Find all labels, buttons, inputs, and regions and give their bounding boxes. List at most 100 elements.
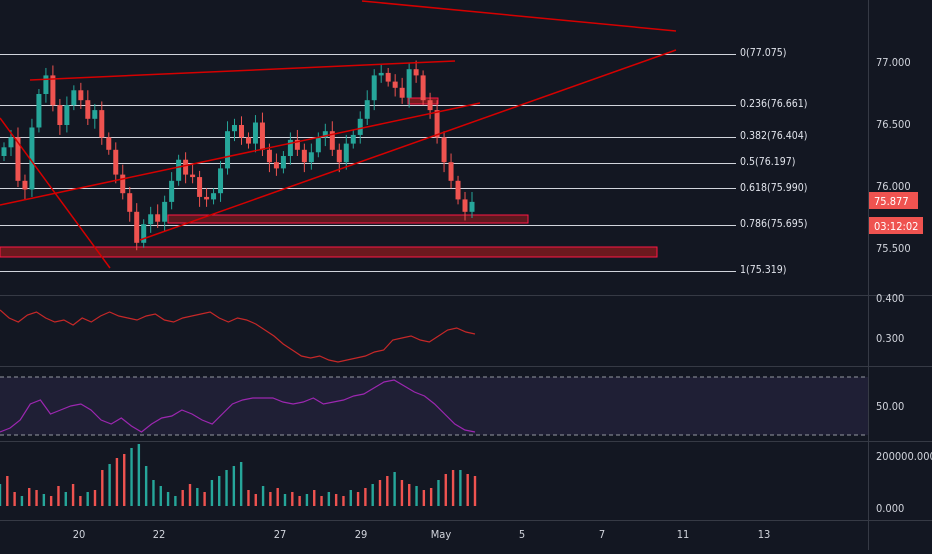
volume-bar[interactable] (123, 454, 126, 506)
volume-bar[interactable] (393, 472, 396, 506)
candle[interactable] (57, 98, 63, 135)
volume-bar[interactable] (386, 476, 389, 506)
volume-bar[interactable] (196, 488, 199, 506)
candle[interactable] (113, 142, 119, 184)
price-axis[interactable]: 77.000 76.500 76.000 75.500 75.877 03:12… (869, 56, 932, 515)
candle[interactable] (280, 151, 286, 174)
candle[interactable] (78, 82, 84, 109)
volume-bar[interactable] (334, 494, 338, 506)
candle[interactable] (238, 116, 244, 145)
candle[interactable] (8, 129, 14, 156)
volume-bar[interactable] (320, 496, 323, 506)
candle[interactable] (106, 132, 112, 155)
candle[interactable] (71, 85, 77, 111)
volume-bar[interactable] (276, 488, 279, 506)
candle[interactable] (43, 67, 49, 103)
candle[interactable] (252, 115, 258, 153)
candle[interactable] (169, 172, 175, 210)
candle[interactable] (50, 65, 56, 112)
candle[interactable] (469, 191, 475, 218)
volume-bar[interactable] (313, 490, 316, 506)
candle[interactable] (343, 134, 349, 170)
candle[interactable] (336, 143, 342, 173)
candle[interactable] (315, 132, 321, 158)
candle[interactable] (15, 127, 21, 187)
candle[interactable] (378, 64, 384, 83)
volume-bar[interactable] (371, 484, 374, 506)
candle[interactable] (92, 103, 98, 129)
candle[interactable] (99, 101, 105, 145)
volume-bar[interactable] (422, 490, 426, 506)
volume-bar[interactable] (115, 458, 119, 506)
volume-bar[interactable] (159, 486, 162, 506)
volume-bar[interactable] (152, 480, 155, 506)
support-zone[interactable] (167, 214, 529, 224)
candle[interactable] (294, 129, 300, 156)
time-axis[interactable]: 20 22 27 29 May 5 7 11 13 (73, 528, 771, 541)
volume-bar[interactable] (400, 480, 404, 506)
volume-bar[interactable] (247, 490, 250, 506)
volume-bar[interactable] (444, 474, 447, 506)
volume-bar[interactable] (342, 496, 345, 506)
trend-line[interactable] (0, 117, 111, 269)
volume-bar[interactable] (364, 488, 367, 506)
volume-bar[interactable] (35, 490, 38, 506)
volume-bar[interactable] (64, 492, 67, 506)
volume-bar[interactable] (429, 488, 433, 506)
candle[interactable] (155, 204, 161, 228)
support-zone[interactable] (0, 246, 658, 258)
candle[interactable] (413, 60, 419, 83)
candle[interactable] (225, 121, 231, 175)
candle[interactable] (357, 111, 363, 144)
candle[interactable] (36, 89, 42, 133)
volume-bar[interactable] (415, 486, 418, 506)
candle[interactable] (273, 153, 279, 176)
volume-bar[interactable] (269, 492, 272, 506)
candle[interactable] (448, 153, 454, 189)
volume-bar[interactable] (305, 494, 309, 506)
volume-bar[interactable] (466, 474, 469, 506)
candle[interactable] (127, 187, 133, 222)
volume-bar[interactable] (42, 494, 46, 506)
volume-bar[interactable] (261, 486, 265, 506)
candle[interactable] (211, 188, 217, 205)
volume-bar[interactable] (86, 492, 89, 506)
candle[interactable] (218, 160, 224, 202)
candle[interactable] (183, 152, 189, 184)
volume-bar[interactable] (93, 490, 97, 506)
volume-bar[interactable] (13, 492, 16, 506)
candle[interactable] (162, 195, 168, 232)
candle[interactable] (329, 121, 335, 156)
candle[interactable] (322, 123, 328, 147)
candle[interactable] (287, 132, 293, 165)
candle[interactable] (232, 118, 238, 142)
volume-bar[interactable] (101, 470, 104, 506)
volume-bar[interactable] (437, 480, 440, 506)
candle[interactable] (392, 74, 398, 97)
volume-bar[interactable] (188, 484, 192, 506)
candle[interactable] (141, 219, 147, 248)
volume-bar[interactable] (225, 470, 228, 506)
volume-bar[interactable] (349, 490, 352, 506)
candle[interactable] (462, 191, 468, 221)
candle[interactable] (85, 90, 91, 125)
volume-bar[interactable] (327, 492, 331, 506)
candle[interactable] (176, 154, 182, 186)
volume-bar[interactable] (130, 448, 133, 506)
candle[interactable] (385, 67, 391, 87)
candle[interactable] (134, 203, 140, 251)
volume-bar[interactable] (232, 466, 236, 506)
candle[interactable] (434, 100, 440, 144)
volume-bar[interactable] (254, 494, 257, 506)
rsi-line[interactable] (0, 379, 476, 433)
candle[interactable] (308, 143, 314, 170)
candle[interactable] (399, 77, 405, 104)
volume-bar[interactable] (203, 492, 206, 506)
volume-bar[interactable] (291, 492, 294, 506)
volume-bar[interactable] (218, 476, 221, 506)
candle[interactable] (441, 131, 447, 173)
volume-bar[interactable] (408, 484, 411, 506)
volume-bar[interactable] (459, 470, 462, 506)
volume-bar[interactable] (6, 476, 9, 506)
candle[interactable] (350, 129, 356, 149)
